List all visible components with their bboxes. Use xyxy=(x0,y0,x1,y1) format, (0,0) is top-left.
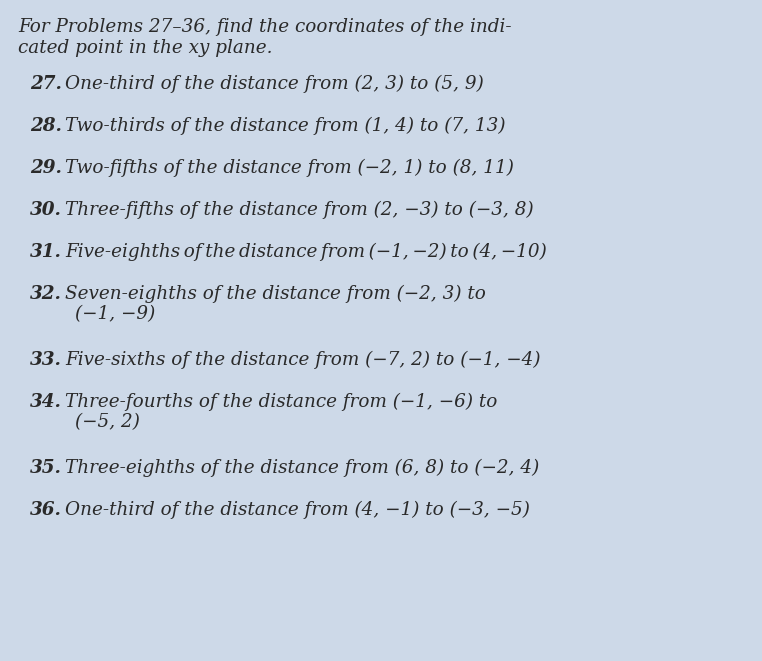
Text: cated point in the ​xy plane.: cated point in the ​xy plane. xyxy=(18,39,273,57)
Text: 33.: 33. xyxy=(30,351,62,369)
Text: 34.: 34. xyxy=(30,393,62,411)
Text: Seven-eighths of the distance from (−2, 3) to: Seven-eighths of the distance from (−2, … xyxy=(65,285,486,303)
Text: Five-eighths of the distance from (−1, −2) to (4, −10): Five-eighths of the distance from (−1, −… xyxy=(65,243,547,261)
Text: (−5, 2): (−5, 2) xyxy=(75,413,140,431)
Text: For Problems 27–36, find the coordinates of the indi-: For Problems 27–36, find the coordinates… xyxy=(18,18,511,36)
Text: 27.: 27. xyxy=(30,75,62,93)
Text: Three-fourths of the distance from (−1, −6) to: Three-fourths of the distance from (−1, … xyxy=(65,393,498,411)
Text: Three-eighths of the distance from (6, 8) to (−2, 4): Three-eighths of the distance from (6, 8… xyxy=(65,459,539,477)
Text: 35.: 35. xyxy=(30,459,62,477)
Text: 36.: 36. xyxy=(30,501,62,519)
Text: One-third of the distance from (4, −1) to (−3, −5): One-third of the distance from (4, −1) t… xyxy=(65,501,530,520)
Text: Two-thirds of the distance from (1, 4) to (7, 13): Two-thirds of the distance from (1, 4) t… xyxy=(65,117,505,136)
Text: 30.: 30. xyxy=(30,201,62,219)
Text: Five-sixths of the distance from (−7, 2) to (−1, −4): Five-sixths of the distance from (−7, 2)… xyxy=(65,351,540,369)
Text: Two-fifths of the distance from (−2, 1) to (8, 11): Two-fifths of the distance from (−2, 1) … xyxy=(65,159,514,177)
Text: One-third of the distance from (2, 3) to (5, 9): One-third of the distance from (2, 3) to… xyxy=(65,75,484,93)
Text: 31.: 31. xyxy=(30,243,62,261)
Text: Three-fifths of the distance from (2, −3) to (−3, 8): Three-fifths of the distance from (2, −3… xyxy=(65,201,533,219)
Text: 32.: 32. xyxy=(30,285,62,303)
Text: (−1, −9): (−1, −9) xyxy=(75,305,155,323)
Text: 29.: 29. xyxy=(30,159,62,177)
Text: 28.: 28. xyxy=(30,117,62,135)
